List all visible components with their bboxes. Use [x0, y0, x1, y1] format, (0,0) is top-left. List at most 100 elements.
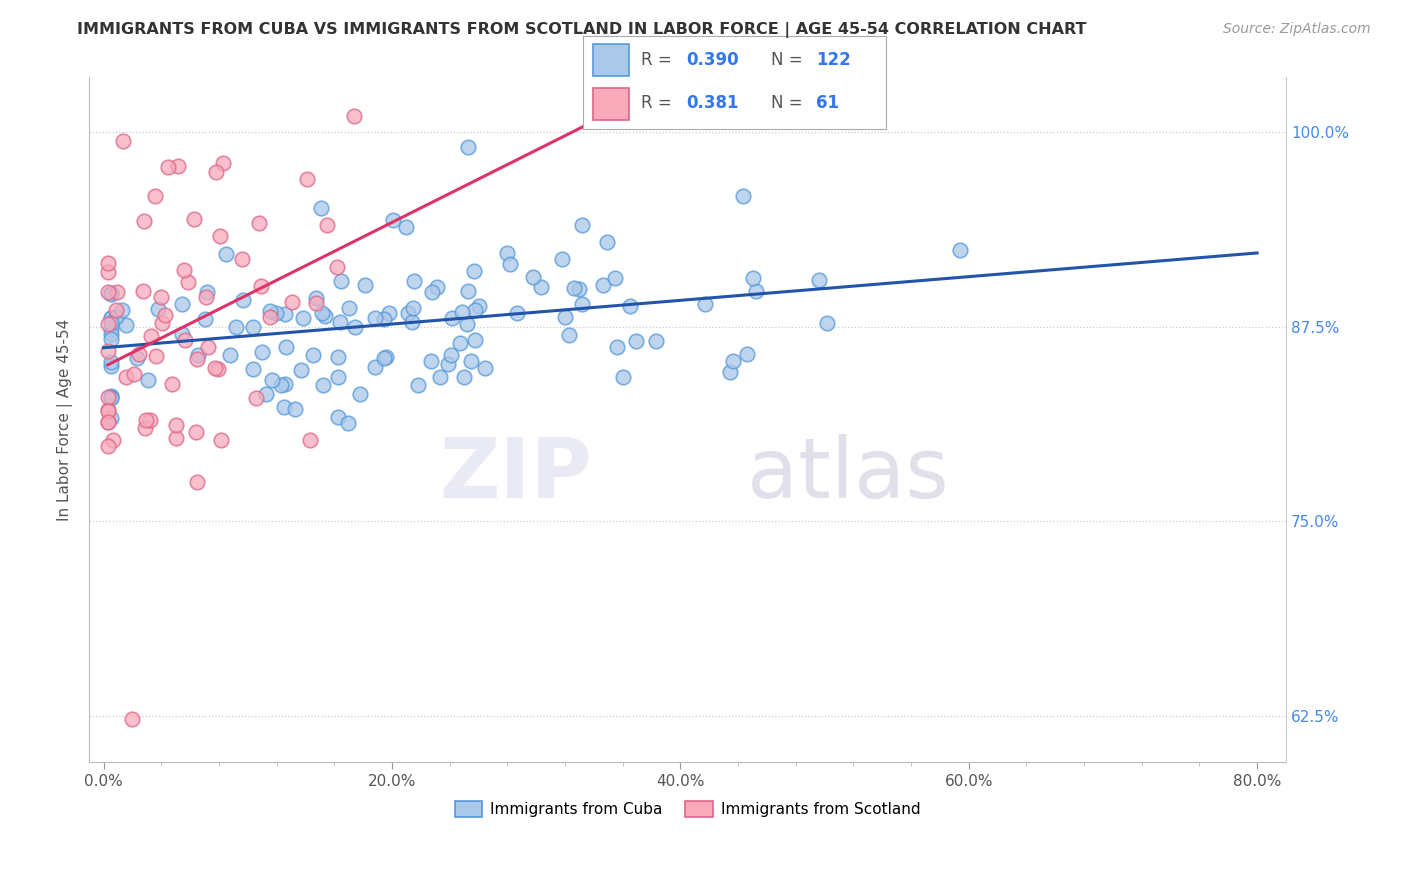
Point	[326, 350, 349, 364]
Point	[128, 347, 150, 361]
Point	[100, 327, 122, 342]
Point	[100, 287, 122, 301]
Point	[97, 390, 120, 404]
Point	[949, 243, 972, 257]
Point	[396, 306, 419, 320]
Point	[568, 282, 591, 296]
Point	[97, 317, 120, 331]
Point	[499, 257, 522, 271]
Point	[270, 378, 292, 392]
Point	[302, 348, 325, 362]
Point	[605, 270, 627, 285]
Point	[464, 302, 486, 317]
Bar	[592, 44, 628, 76]
Text: 0.381: 0.381	[686, 94, 738, 112]
Point	[97, 403, 120, 417]
Point	[145, 349, 167, 363]
Point	[404, 274, 426, 288]
Point	[336, 416, 359, 430]
Point	[309, 201, 332, 215]
Point	[100, 411, 122, 425]
Point	[138, 413, 160, 427]
Point	[295, 172, 318, 186]
Point	[172, 326, 194, 341]
Point	[150, 290, 173, 304]
Point	[273, 307, 295, 321]
Point	[571, 296, 593, 310]
Point	[457, 140, 479, 154]
Point	[373, 351, 395, 365]
Point	[186, 475, 208, 490]
Point	[312, 377, 335, 392]
Point	[100, 311, 122, 326]
Point	[325, 260, 347, 274]
Point	[354, 277, 377, 292]
Point	[112, 134, 135, 148]
Point	[450, 305, 472, 319]
Point	[97, 255, 120, 269]
Point	[97, 285, 120, 299]
Point	[97, 439, 120, 453]
Point	[453, 370, 475, 384]
Point	[121, 712, 143, 726]
Point	[150, 316, 173, 330]
Point	[436, 357, 458, 371]
Point	[100, 391, 122, 405]
Point	[115, 318, 138, 332]
Point	[204, 360, 226, 375]
Point	[298, 433, 321, 447]
Point	[426, 279, 449, 293]
Point	[209, 433, 232, 447]
Point	[173, 262, 195, 277]
Point	[143, 189, 166, 203]
Point	[184, 425, 207, 440]
Point	[172, 297, 194, 311]
Text: R =: R =	[641, 51, 676, 69]
Point	[401, 315, 423, 329]
Point	[808, 273, 831, 287]
Point	[815, 316, 838, 330]
Point	[564, 281, 586, 295]
Point	[596, 235, 619, 249]
Point	[457, 285, 479, 299]
Point	[186, 351, 208, 366]
Point	[100, 310, 122, 325]
Point	[378, 306, 401, 320]
Point	[100, 390, 122, 404]
Point	[174, 333, 197, 347]
Point	[733, 189, 755, 203]
Text: 0.390: 0.390	[686, 51, 740, 69]
Point	[219, 348, 242, 362]
Point	[100, 355, 122, 369]
Point	[97, 404, 120, 418]
Point	[326, 409, 349, 424]
Point	[606, 340, 628, 354]
Point	[402, 301, 425, 316]
Point	[254, 387, 277, 401]
Y-axis label: In Labor Force | Age 45-54: In Labor Force | Age 45-54	[58, 318, 73, 521]
Point	[551, 252, 574, 266]
Point	[231, 252, 253, 266]
Point	[292, 311, 315, 326]
Point	[104, 303, 127, 318]
Point	[132, 214, 155, 228]
Point	[406, 378, 429, 392]
Point	[100, 321, 122, 335]
Point	[456, 317, 478, 331]
Point	[195, 285, 218, 300]
Point	[100, 316, 122, 330]
Point	[343, 109, 366, 123]
Point	[742, 271, 765, 285]
Point	[349, 386, 371, 401]
Point	[274, 340, 297, 354]
Point	[165, 417, 187, 432]
Point	[139, 329, 162, 343]
Text: 61: 61	[817, 94, 839, 112]
Point	[280, 295, 302, 310]
Point	[735, 347, 758, 361]
Point	[160, 376, 183, 391]
Point	[165, 431, 187, 445]
Point	[718, 365, 741, 379]
Point	[97, 415, 120, 429]
Point	[373, 312, 395, 326]
